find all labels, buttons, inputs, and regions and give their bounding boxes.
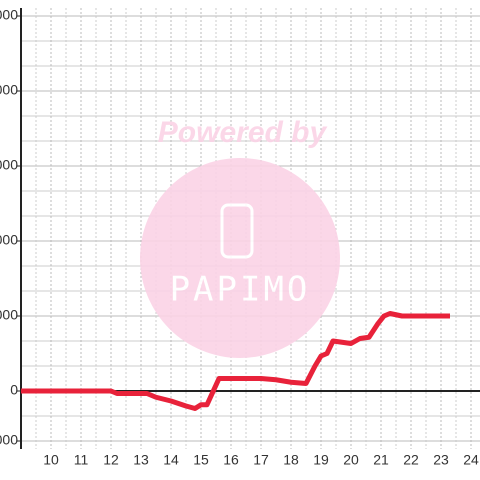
y-tick-label: 30,000 xyxy=(0,307,18,323)
x-tick-label: 17 xyxy=(253,452,269,468)
watermark-title: Powered by xyxy=(158,116,328,149)
x-tick-label: 13 xyxy=(133,452,149,468)
y-tick-label: 60,000 xyxy=(0,232,18,248)
x-tick-label: 14 xyxy=(163,452,179,468)
x-tick-label: 18 xyxy=(283,452,299,468)
x-tick-label: 24 xyxy=(463,452,479,468)
watermark: Powered by PAPIMO xyxy=(140,116,340,358)
x-tick-label: 22 xyxy=(403,452,419,468)
watermark-brand: PAPIMO xyxy=(170,270,311,310)
y-tick-label: 120,000 xyxy=(0,82,18,98)
x-tick-label: 19 xyxy=(313,452,329,468)
y-tick-label: -20,000 xyxy=(0,432,18,448)
y-tick-label: 0 xyxy=(10,382,18,398)
x-tick-label: 16 xyxy=(223,452,239,468)
y-tick-label: 150,000 xyxy=(0,7,18,23)
x-tick-label: 15 xyxy=(193,452,209,468)
x-tick-label: 20 xyxy=(343,452,359,468)
x-tick-label: 11 xyxy=(74,452,89,468)
x-tick-label: 12 xyxy=(103,452,119,468)
y-tick-label: 90,000 xyxy=(0,157,18,173)
x-tick-label: 23 xyxy=(433,452,449,468)
x-tick-label: 10 xyxy=(43,452,59,468)
watermark-phone xyxy=(220,203,254,259)
line-series xyxy=(21,311,450,411)
x-tick-label: 21 xyxy=(373,452,389,468)
